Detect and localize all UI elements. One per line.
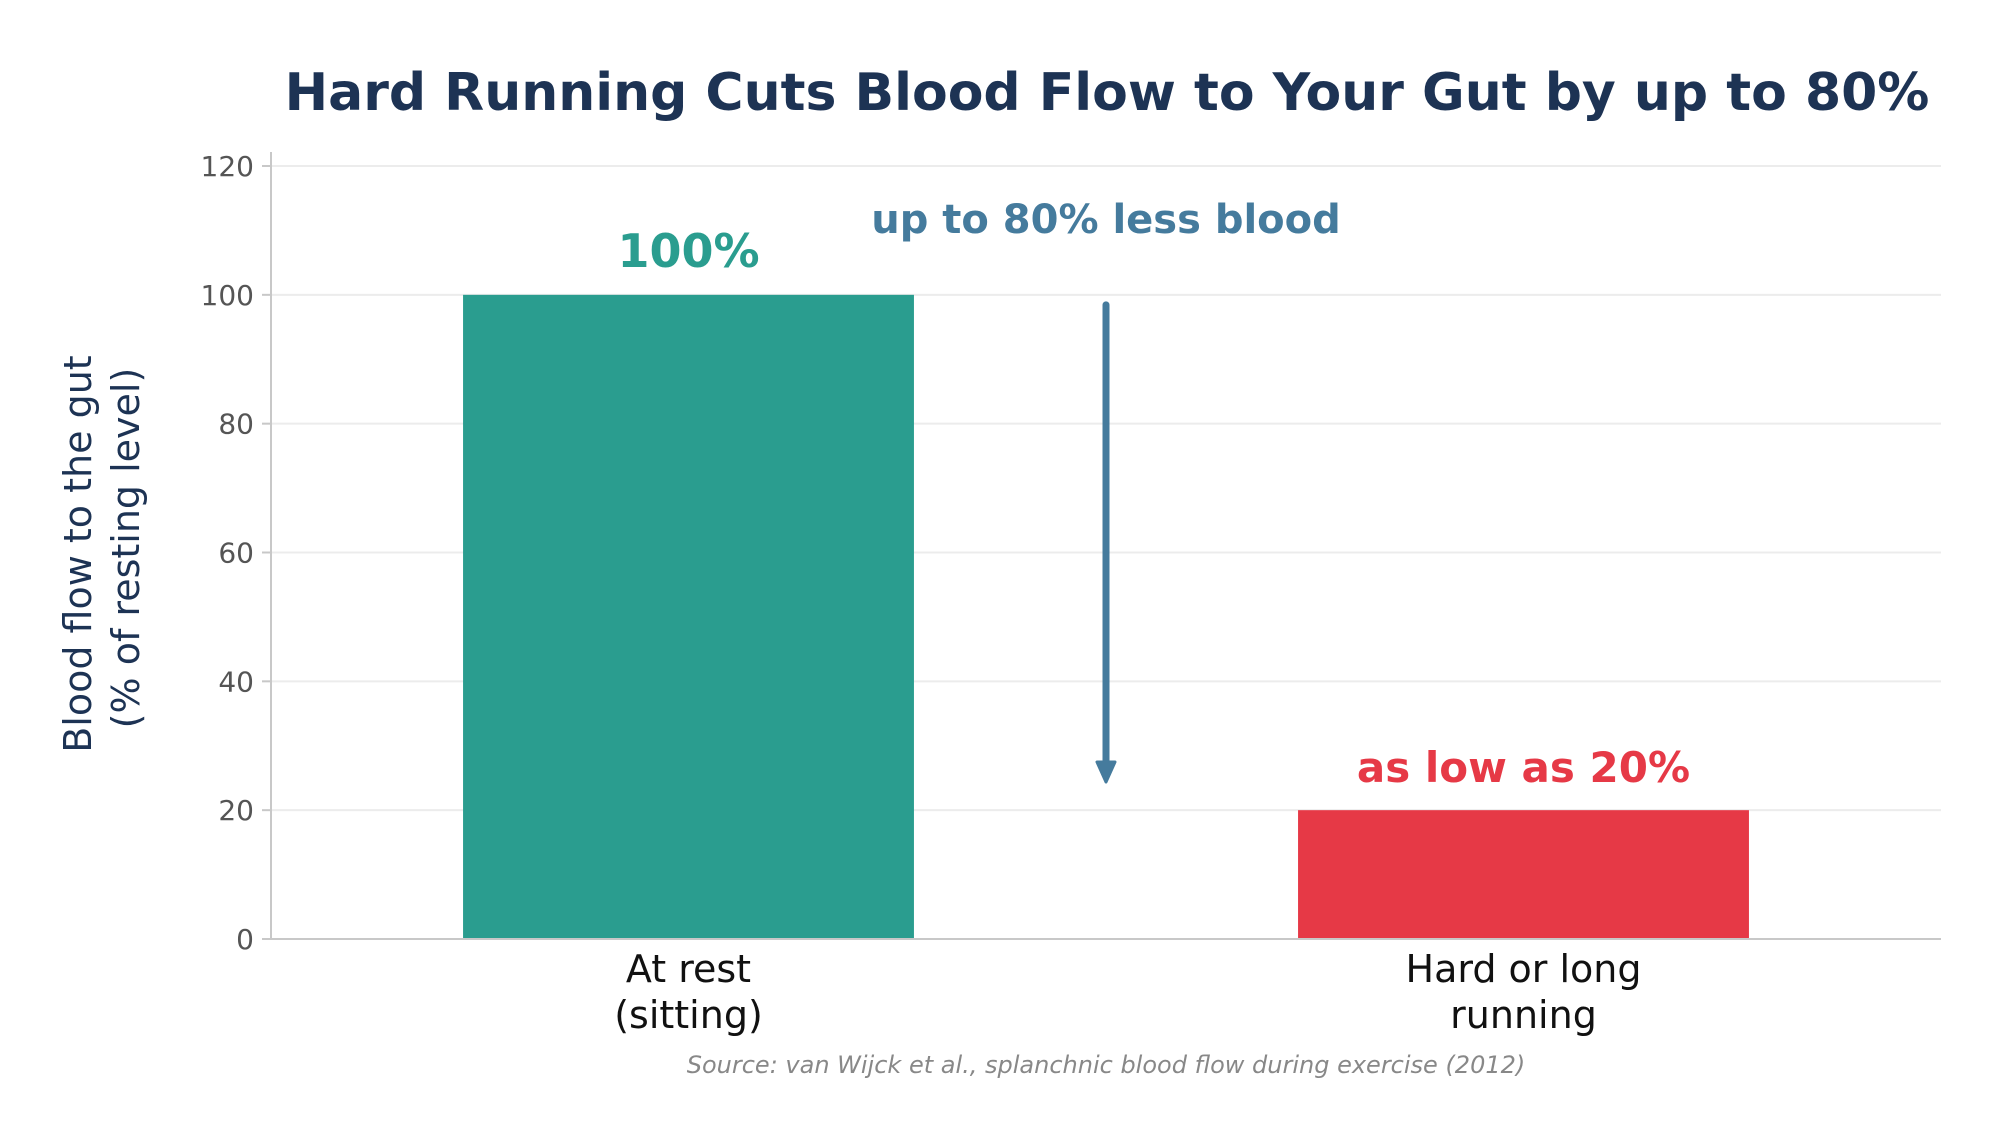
y-tick-label: 100 (201, 279, 254, 312)
x-category-label-line: (sitting) (614, 993, 763, 1037)
y-tick-label: 0 (236, 923, 254, 956)
data-label-0: 100% (617, 224, 759, 278)
y-tick-label: 120 (201, 150, 254, 183)
y-axis-label-line-1: Blood flow to the gut (56, 355, 100, 752)
bar-0 (463, 294, 914, 939)
source-note: Source: van Wijck et al., splanchnic blo… (687, 1051, 1526, 1079)
y-tick-label: 40 (218, 665, 254, 698)
bars (463, 294, 1749, 939)
data-label-1: as low as 20% (1357, 743, 1690, 792)
y-tick-label: 20 (218, 794, 254, 827)
data-labels: 100% as low as 20% (617, 224, 1690, 792)
y-axis-label: Blood flow to the gut (% of resting leve… (56, 343, 148, 753)
y-axis-label-line-2: (% of resting level) (104, 368, 148, 729)
y-tick-label: 60 (218, 537, 254, 570)
x-category-label-line: running (1450, 993, 1597, 1037)
x-category-label-1: Hard or long running (1406, 947, 1642, 1037)
chart-title: Hard Running Cuts Blood Flow to Your Gut… (285, 63, 1930, 123)
x-category-label-0: At rest (sitting) (614, 947, 763, 1037)
arrow-head (1095, 760, 1117, 784)
bar-1 (1298, 810, 1749, 939)
x-category-label-line: Hard or long (1406, 947, 1642, 991)
reduction-arrow (1095, 301, 1117, 784)
y-tick-label: 80 (218, 408, 254, 441)
x-category-label-line: At rest (626, 947, 751, 991)
x-axis-category-labels: At rest (sitting) Hard or long running (614, 947, 1641, 1037)
reduction-annotation: up to 80% less blood (871, 197, 1341, 243)
y-axis-ticks: 0 20 40 60 80 100 120 (201, 150, 271, 956)
